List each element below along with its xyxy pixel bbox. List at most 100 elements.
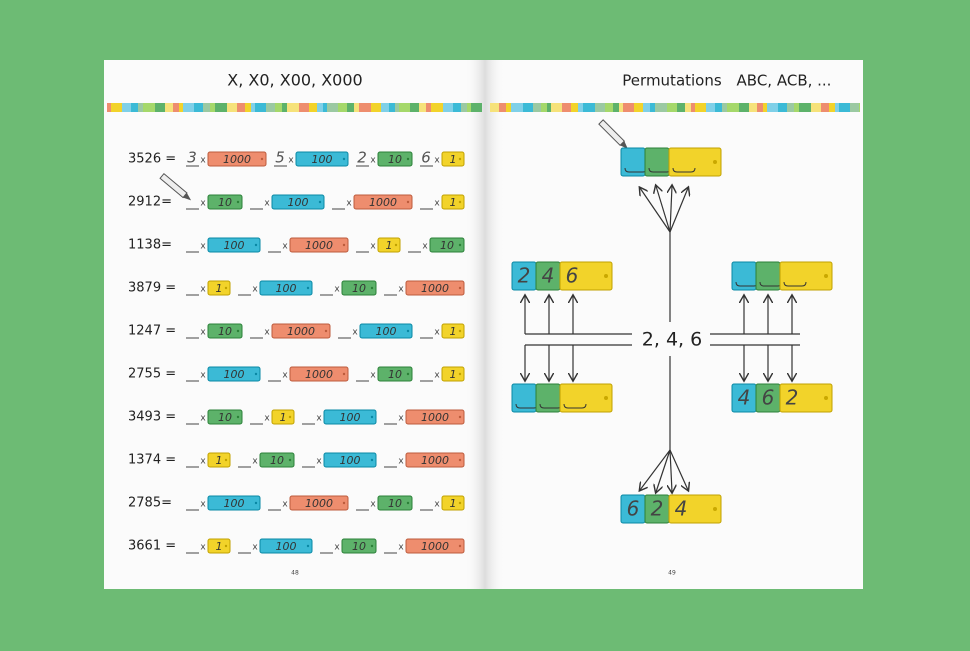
tile-dot <box>342 372 346 376</box>
digit: 6 <box>421 149 431 167</box>
strip-segment <box>835 103 839 112</box>
right-title: Permutations <box>622 72 722 90</box>
place-tile <box>441 194 465 210</box>
place-tile <box>289 237 349 253</box>
tile-dot <box>458 544 462 548</box>
tile-dot <box>370 458 374 462</box>
strip-segment <box>523 103 533 112</box>
tile-label: 10 <box>388 368 402 381</box>
place-tile <box>377 151 413 167</box>
strip-segment <box>691 103 695 112</box>
place-tile <box>441 495 465 511</box>
times-sign: x <box>370 242 376 252</box>
strip-segment <box>715 103 722 112</box>
strip-segment <box>237 103 245 112</box>
times-sign: x <box>200 242 206 252</box>
strip-segment <box>727 103 739 112</box>
times-sign: x <box>422 242 428 252</box>
tile-dot <box>406 372 410 376</box>
place-tile <box>377 237 401 253</box>
strip-segment <box>107 103 111 112</box>
place-tile <box>429 237 465 253</box>
strip-segment <box>595 103 605 112</box>
place-tile <box>441 151 465 167</box>
place-tile <box>207 280 231 296</box>
block-digit: 6 <box>627 497 640 521</box>
strip-segment <box>547 103 551 112</box>
row-number: 3661 = <box>128 539 176 554</box>
tile-label: 1000 <box>223 153 251 166</box>
times-sign: x <box>346 199 352 209</box>
color-strip <box>107 103 860 112</box>
place-tile <box>207 151 267 167</box>
strip-segment <box>143 103 155 112</box>
strip-segment <box>685 103 691 112</box>
block-digit: 6 <box>762 386 775 410</box>
times-sign: x <box>264 328 270 338</box>
tile-label: 1 <box>450 153 457 166</box>
tile-dot <box>260 157 264 161</box>
tile-label: 1000 <box>421 282 449 295</box>
tile-label: 1 <box>450 325 457 338</box>
tile-dot <box>342 501 346 505</box>
strip-segment <box>443 103 453 112</box>
strip-segment <box>551 103 562 112</box>
tile-label: 100 <box>276 540 297 553</box>
row-number: 1247 = <box>128 324 176 339</box>
tile-label: 1000 <box>421 454 449 467</box>
tile-dot <box>458 200 462 204</box>
strip-segment <box>410 103 419 112</box>
tile-label: 100 <box>224 497 245 510</box>
tile-label: 1000 <box>421 540 449 553</box>
times-sign: x <box>352 328 358 338</box>
strip-segment <box>655 103 667 112</box>
block-digit: 2 <box>786 386 799 410</box>
tile-dot <box>236 200 240 204</box>
strip-segment <box>165 103 173 112</box>
tile-dot <box>406 329 410 333</box>
strip-segment <box>695 103 706 112</box>
tile-dot <box>406 501 410 505</box>
strip-segment <box>533 103 541 112</box>
tile-dot <box>458 415 462 419</box>
tile-label: 100 <box>224 239 245 252</box>
tile-dot <box>824 274 828 278</box>
strip-segment <box>251 103 255 112</box>
tile-dot <box>370 415 374 419</box>
row-number: 1138= <box>128 238 172 253</box>
times-sign: x <box>316 414 322 424</box>
place-tile <box>259 538 313 554</box>
times-sign: x <box>200 285 206 295</box>
tile-dot <box>288 415 292 419</box>
block-tile <box>668 494 722 524</box>
tile-dot <box>306 286 310 290</box>
tile-dot <box>342 157 346 161</box>
row-number: 2755 = <box>128 367 176 382</box>
tile-dot <box>458 501 462 505</box>
block-digit: 4 <box>738 386 751 410</box>
strip-segment <box>173 103 179 112</box>
tile-label: 10 <box>440 239 454 252</box>
times-sign: x <box>288 156 294 166</box>
tile-dot <box>318 200 322 204</box>
times-sign: x <box>370 156 376 166</box>
times-sign: x <box>434 371 440 381</box>
strip-segment <box>583 103 595 112</box>
strip-segment <box>399 103 410 112</box>
block-blank <box>672 167 696 173</box>
page-number: 48 <box>291 570 299 577</box>
times-sign: x <box>252 457 258 467</box>
strip-segment <box>138 103 143 112</box>
tile-label: 1 <box>450 196 457 209</box>
tile-dot <box>224 544 228 548</box>
row-number: 2785= <box>128 496 172 511</box>
strip-segment <box>811 103 821 112</box>
strip-segment <box>122 103 131 112</box>
times-sign: x <box>398 414 404 424</box>
times-sign: x <box>200 371 206 381</box>
times-sign: x <box>200 328 206 338</box>
times-sign: x <box>334 285 340 295</box>
times-sign: x <box>200 414 206 424</box>
strip-segment <box>194 103 203 112</box>
tile-label: 1000 <box>287 325 315 338</box>
